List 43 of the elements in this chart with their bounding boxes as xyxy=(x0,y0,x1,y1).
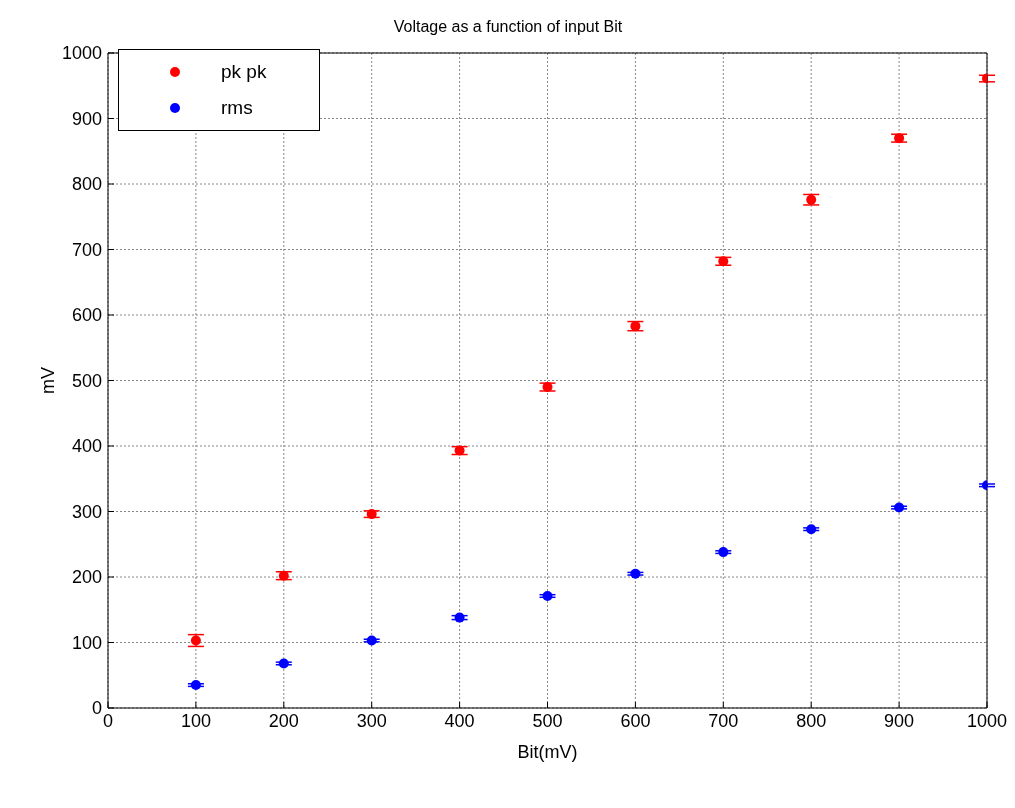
y-tick-label: 700 xyxy=(71,239,102,260)
point xyxy=(190,635,201,646)
y-tick-label: 600 xyxy=(71,305,102,326)
point xyxy=(454,612,465,623)
y-tick-label: 400 xyxy=(71,436,102,457)
point xyxy=(718,256,729,267)
y-tick-label: 1000 xyxy=(61,43,102,64)
y-axis-title: mV xyxy=(38,367,59,394)
point xyxy=(190,680,201,691)
y-tick-label: 300 xyxy=(71,501,102,522)
x-tick-label: 300 xyxy=(356,710,387,731)
x-tick-label: 700 xyxy=(708,710,739,731)
point xyxy=(718,547,729,558)
y-tick-label: 100 xyxy=(71,632,102,653)
x-tick-label: 100 xyxy=(180,710,211,731)
y-tick-label: 900 xyxy=(71,108,102,129)
x-tick-label: 900 xyxy=(884,710,915,731)
point xyxy=(542,382,553,393)
point xyxy=(278,658,289,669)
x-tick-label: 1000 xyxy=(966,710,1008,731)
point xyxy=(366,509,377,520)
legend-label: pk pk xyxy=(221,61,267,83)
y-tick-label: 200 xyxy=(71,567,102,588)
x-axis-title: Bit(mV) xyxy=(517,742,578,762)
x-tick-label: 600 xyxy=(620,710,651,731)
point xyxy=(630,321,641,332)
y-tick-label: 800 xyxy=(71,174,102,195)
point xyxy=(366,635,377,646)
point xyxy=(630,568,641,579)
point xyxy=(806,194,817,205)
x-tick-label: 500 xyxy=(532,710,563,731)
point xyxy=(806,524,817,535)
point xyxy=(278,570,289,581)
point xyxy=(894,133,905,144)
legend-label: rms xyxy=(221,97,253,119)
x-tick-label: 800 xyxy=(796,710,827,731)
x-tick-label: 400 xyxy=(444,710,475,731)
point xyxy=(454,445,465,456)
x-tick-label: 200 xyxy=(268,710,299,731)
y-tick-label: 500 xyxy=(71,370,102,391)
chart-title: Voltage as a function of input Bit xyxy=(392,18,624,36)
point xyxy=(542,591,553,601)
point xyxy=(894,502,905,513)
